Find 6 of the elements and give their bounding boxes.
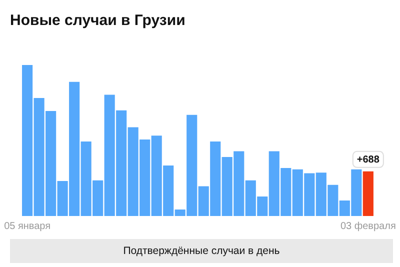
data-label: +688	[356, 154, 380, 166]
text: Подтверждённые случаи в день	[10, 239, 393, 263]
bar	[362, 171, 374, 216]
x-tick-label: 05 января	[4, 220, 51, 232]
x-tick-label: 03 февраля	[340, 220, 396, 232]
chart-title: Новые случаи в Грузии	[10, 12, 186, 29]
